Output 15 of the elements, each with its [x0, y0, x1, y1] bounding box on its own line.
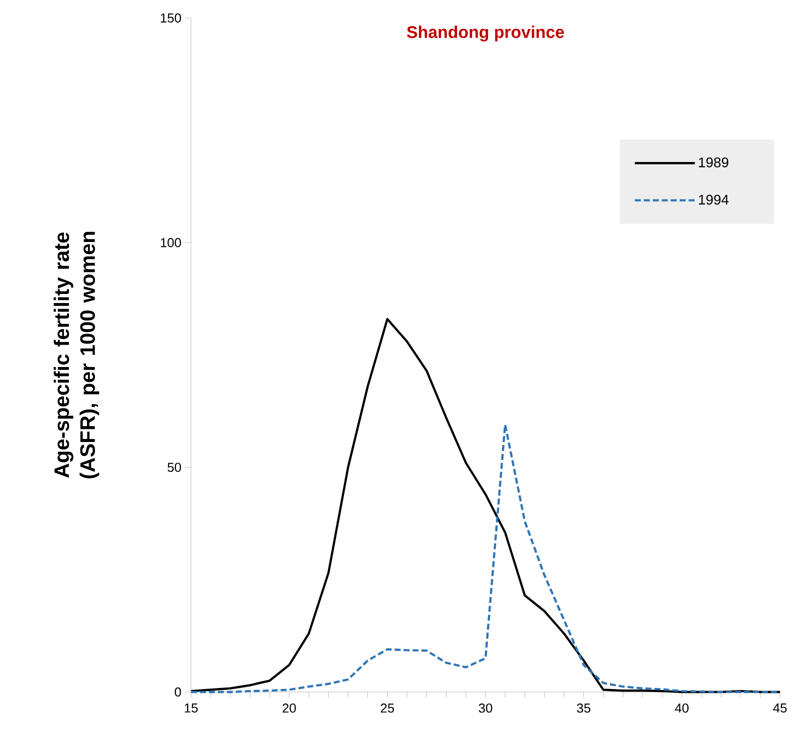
x-tick-label: 35 [576, 704, 590, 713]
x-tick-label: 25 [380, 704, 394, 713]
x-tick-label: 45 [773, 704, 787, 713]
x-tick-label: 30 [478, 704, 492, 713]
x-tick-label: 15 [184, 704, 198, 713]
y-tick-label: 0 [174, 687, 181, 697]
y-axis-title: Age-specific fertility rate (ASFR), per 1000 women [54, 232, 100, 478]
legend-label: 1989 [698, 157, 728, 168]
legend-label: 1994 [698, 194, 729, 205]
y-tick-label: 150 [160, 13, 181, 23]
y-tick-label: 50 [168, 462, 181, 472]
x-tick-label: 40 [674, 704, 689, 713]
y-tick-label: 100 [160, 238, 181, 248]
chart-title: Shandong province [406, 26, 564, 42]
x-tick-label: 20 [282, 704, 296, 713]
